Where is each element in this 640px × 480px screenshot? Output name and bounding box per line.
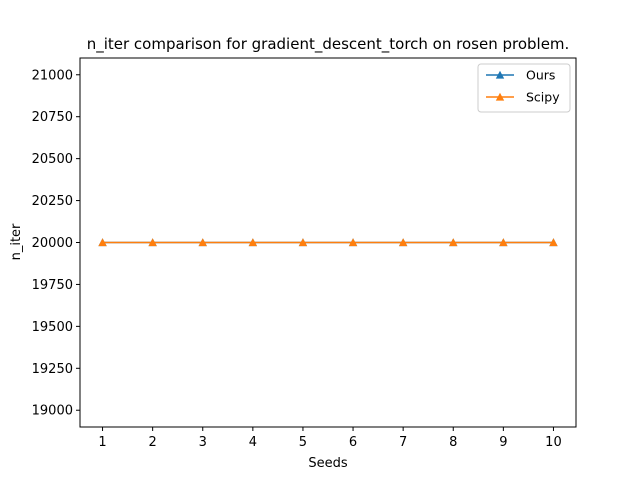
y-tick-label: 19750: [32, 278, 73, 293]
chart-title: n_iter comparison for gradient_descent_t…: [87, 35, 570, 54]
x-tick-label: 2: [149, 435, 157, 450]
legend-marker-scipy: [495, 92, 505, 101]
y-tick-label: 19000: [32, 404, 73, 419]
legend: Ours Scipy: [477, 63, 571, 113]
y-tick-label: 19500: [32, 320, 73, 335]
y-axis: 19000 19250 19500 19750 20000 20250 20500 20750…: [32, 68, 80, 419]
data-point-scipy: [499, 238, 508, 247]
x-tick-label: 10: [545, 435, 562, 450]
legend-label-ours: Ours: [526, 68, 555, 83]
x-axis: 1 2 3 4 5 6 7 8 9 10: [98, 427, 562, 450]
x-tick-label: 7: [399, 435, 407, 450]
data-point-scipy: [248, 238, 258, 247]
data-point-scipy: [449, 238, 458, 247]
x-tick-label: 4: [249, 435, 257, 450]
x-tick-label: 1: [98, 435, 106, 450]
y-axis-label: n_iter: [9, 223, 24, 260]
x-tick-label: 9: [499, 435, 507, 450]
x-tick-label: 3: [199, 435, 207, 450]
legend-box: [477, 63, 571, 113]
x-tick-label: 5: [299, 435, 307, 450]
data-point-scipy: [549, 238, 558, 247]
legend-marker-ours: [495, 70, 505, 79]
data-point-scipy: [98, 238, 107, 247]
x-tick-label: 6: [349, 435, 357, 450]
x-axis-label: Seeds: [308, 456, 348, 471]
y-tick-label: 20250: [32, 194, 73, 209]
x-tick-label: 8: [449, 435, 457, 450]
data-point-scipy: [348, 238, 358, 247]
legend-label-scipy: Scipy: [526, 90, 560, 105]
data-point-scipy: [148, 238, 157, 247]
y-tick-label: 19250: [32, 362, 73, 377]
series-layer: [98, 238, 558, 247]
y-tick-label: 21000: [32, 68, 73, 83]
y-tick-label: 20000: [32, 236, 73, 251]
data-point-scipy: [398, 238, 408, 247]
y-tick-label: 20500: [32, 152, 73, 167]
data-point-scipy: [198, 238, 207, 247]
y-tick-label: 20750: [32, 110, 73, 125]
data-point-scipy: [298, 238, 308, 247]
